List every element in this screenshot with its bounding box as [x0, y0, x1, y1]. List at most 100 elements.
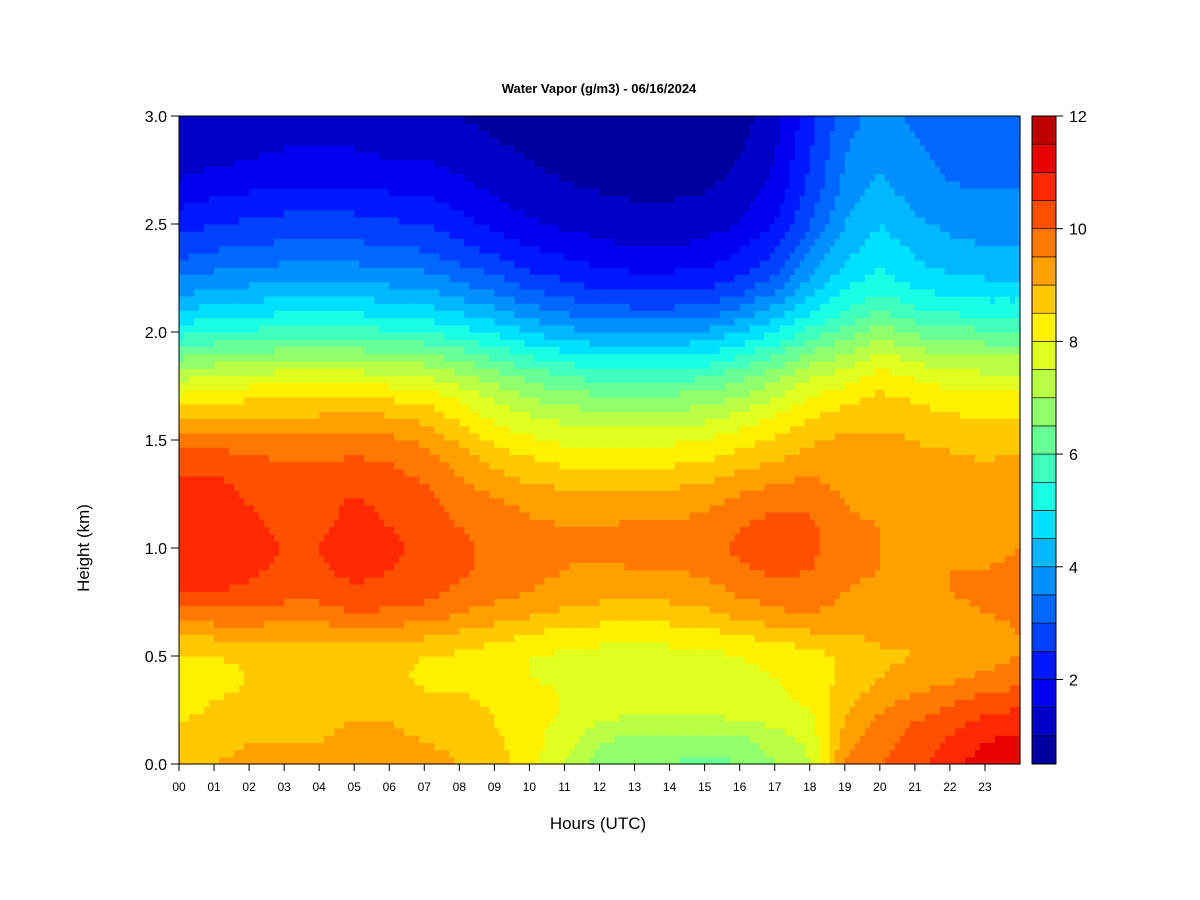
- heatmap-cell: [589, 684, 596, 693]
- heatmap-cell: [569, 548, 576, 556]
- heatmap-cell: [959, 677, 966, 686]
- heatmap-cell: [179, 591, 185, 599]
- heatmap-cell: [604, 684, 611, 693]
- heatmap-cell: [189, 576, 195, 585]
- heatmap-cell: [589, 641, 596, 650]
- heatmap-cell: [624, 605, 631, 614]
- heatmap-cell: [704, 605, 711, 614]
- heatmap-cell: [1014, 699, 1021, 707]
- heatmap-cell: [914, 663, 921, 671]
- heatmap-cell: [409, 569, 415, 578]
- heatmap-cell: [219, 684, 225, 693]
- heatmap-cell: [869, 742, 876, 751]
- heatmap-cell: [479, 548, 485, 556]
- heatmap-cell: [434, 591, 440, 599]
- heatmap-cell: [269, 663, 275, 671]
- heatmap-cell: [944, 584, 951, 592]
- heatmap-cell: [494, 742, 500, 751]
- heatmap-cell: [819, 692, 826, 700]
- heatmap-cell: [439, 627, 445, 635]
- heatmap-cell: [264, 699, 270, 707]
- heatmap-cell: [309, 548, 315, 556]
- heatmap-cell: [809, 670, 816, 679]
- heatmap-cell: [594, 634, 601, 643]
- heatmap-cell: [664, 735, 671, 743]
- heatmap-cell: [644, 720, 651, 729]
- heatmap-cell: [504, 569, 510, 578]
- heatmap-cell: [239, 555, 245, 563]
- heatmap-cell: [874, 598, 881, 607]
- heatmap-cell: [844, 684, 851, 693]
- heatmap-cell: [564, 548, 571, 556]
- heatmap-cell: [404, 663, 410, 671]
- heatmap-cell: [724, 742, 731, 751]
- heatmap-cell: [324, 735, 330, 743]
- heatmap-cell: [879, 699, 886, 707]
- heatmap-cell: [224, 670, 230, 679]
- heatmap-cell: [249, 692, 255, 700]
- heatmap-cell: [404, 713, 410, 722]
- heatmap-cell: [474, 677, 480, 686]
- heatmap-cell: [954, 742, 961, 751]
- heatmap-cell: [179, 634, 185, 643]
- heatmap-cell: [644, 562, 651, 571]
- heatmap-cell: [889, 555, 896, 563]
- heatmap-cell: [899, 706, 906, 715]
- heatmap-cell: [689, 598, 696, 607]
- heatmap-cell: [554, 555, 561, 563]
- heatmap-cell: [184, 663, 190, 671]
- heatmap-cell: [569, 591, 576, 599]
- heatmap-cell: [264, 656, 270, 664]
- heatmap-cell: [914, 692, 921, 700]
- heatmap-cell: [649, 576, 656, 585]
- heatmap-cell: [379, 728, 385, 736]
- heatmap-cell: [179, 749, 185, 758]
- heatmap-cell: [594, 612, 601, 621]
- heatmap-cell: [674, 699, 681, 707]
- heatmap-cell: [559, 728, 566, 736]
- heatmap-cell: [844, 663, 851, 671]
- heatmap-cell: [354, 684, 360, 693]
- heatmap-cell: [774, 648, 781, 657]
- heatmap-cell: [549, 720, 556, 729]
- heatmap-cell: [759, 648, 766, 657]
- heatmap-cell: [469, 584, 475, 592]
- heatmap-cell: [934, 569, 941, 578]
- heatmap-cell: [464, 706, 470, 715]
- heatmap-cell: [264, 735, 270, 743]
- heatmap-cell: [889, 677, 896, 686]
- heatmap-cell: [344, 548, 350, 556]
- heatmap-cell: [259, 584, 265, 592]
- heatmap-cell: [979, 627, 986, 635]
- heatmap-cell: [459, 720, 465, 729]
- heatmap-cell: [514, 591, 521, 599]
- heatmap-cell: [344, 720, 350, 729]
- heatmap-cell: [234, 742, 240, 751]
- heatmap-cell: [264, 591, 270, 599]
- heatmap-cell: [624, 656, 631, 664]
- heatmap-cell: [379, 735, 385, 743]
- heatmap-cell: [219, 605, 225, 614]
- heatmap-cell: [859, 605, 866, 614]
- heatmap-cell: [719, 706, 726, 715]
- heatmap-cell: [489, 706, 495, 715]
- heatmap-cell: [844, 648, 851, 657]
- heatmap-cell: [964, 713, 971, 722]
- heatmap-cell: [914, 742, 921, 751]
- heatmap-cell: [669, 591, 676, 599]
- heatmap-cell: [264, 684, 270, 693]
- heatmap-cell: [854, 706, 861, 715]
- heatmap-cell: [239, 670, 245, 679]
- heatmap-cell: [469, 692, 475, 700]
- heatmap-cell: [704, 648, 711, 657]
- heatmap-cell: [324, 699, 330, 707]
- heatmap-cell: [584, 634, 591, 643]
- heatmap-cell: [454, 692, 460, 700]
- heatmap-cell: [834, 576, 841, 585]
- heatmap-cell: [769, 576, 776, 585]
- heatmap-cell: [204, 598, 210, 607]
- heatmap-cell: [719, 612, 726, 621]
- heatmap-cell: [574, 612, 581, 621]
- heatmap-cell: [589, 555, 596, 563]
- heatmap-cell: [374, 756, 380, 765]
